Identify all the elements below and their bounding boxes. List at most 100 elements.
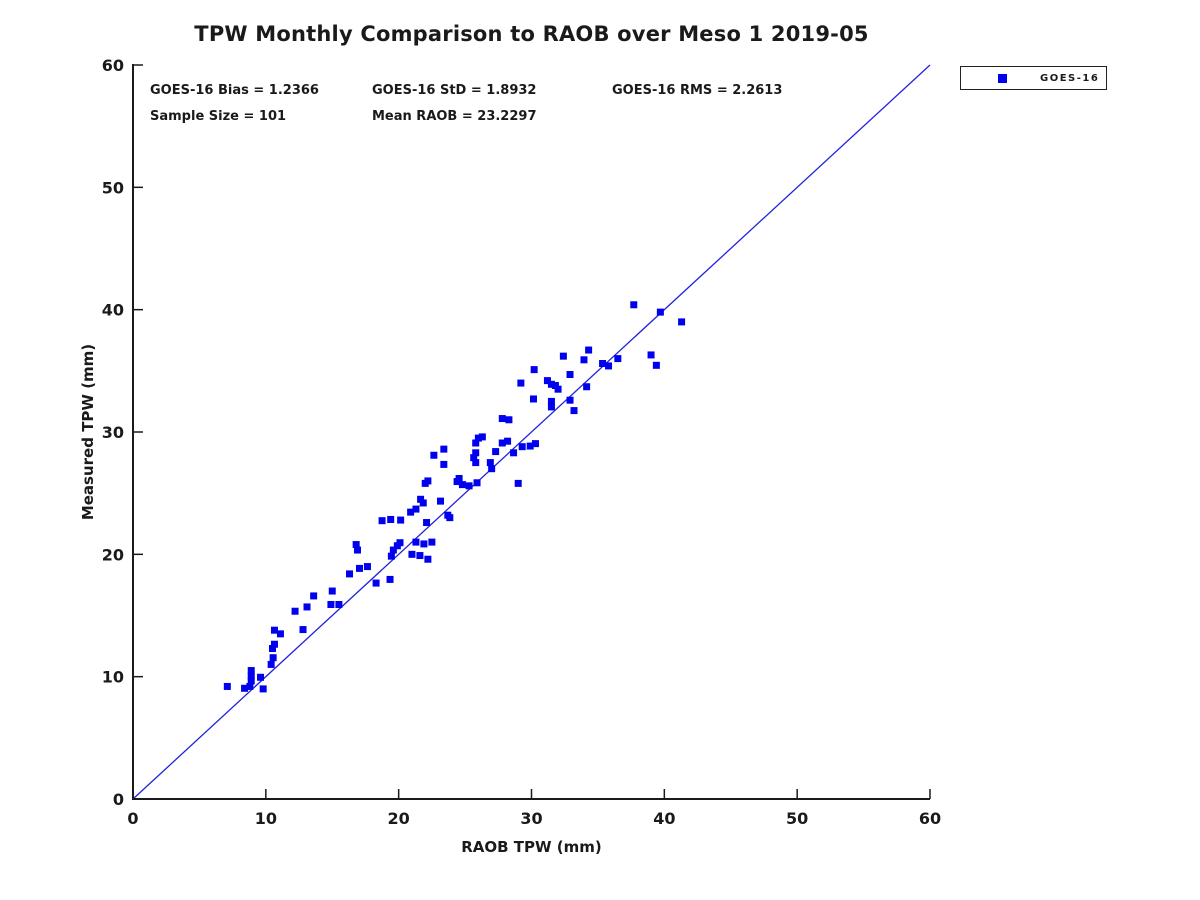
scatter-point xyxy=(529,395,537,403)
scatter-point xyxy=(291,607,299,615)
scatter-point xyxy=(517,379,525,387)
scatter-point xyxy=(335,600,343,608)
scatter-point xyxy=(505,416,513,424)
scatter-point xyxy=(472,459,480,467)
scatter-point xyxy=(566,396,574,404)
x-tick-label: 60 xyxy=(919,809,941,828)
scatter-point xyxy=(547,403,555,411)
scatter-point xyxy=(599,359,607,367)
scatter-point xyxy=(580,356,588,364)
scatter-point xyxy=(514,479,522,487)
scatter-point xyxy=(614,355,622,363)
scatter-point xyxy=(473,479,481,487)
x-tick-label: 10 xyxy=(255,809,277,828)
scatter-point xyxy=(407,508,415,516)
x-tick-label: 50 xyxy=(786,809,808,828)
scatter-point xyxy=(299,626,307,634)
scatter-point xyxy=(327,600,335,608)
scatter-point xyxy=(554,385,562,393)
scatter-point xyxy=(583,383,591,391)
scatter-point xyxy=(498,439,506,447)
scatter-point xyxy=(430,451,438,459)
scatter-point xyxy=(257,673,265,681)
scatter-point xyxy=(492,448,500,456)
scatter-point xyxy=(474,434,482,442)
scatter-point xyxy=(470,454,478,462)
scatter-point xyxy=(478,433,486,441)
identity-line xyxy=(132,64,931,800)
chart-title: TPW Monthly Comparison to RAOB over Meso… xyxy=(194,22,869,46)
scatter-point xyxy=(647,351,655,359)
y-axis-label: Measured TPW (mm) xyxy=(79,343,97,521)
scatter-point xyxy=(259,685,267,693)
scatter-point xyxy=(419,499,427,507)
scatter-point xyxy=(270,626,278,634)
stat-std: GOES-16 StD = 1.8932 xyxy=(372,83,537,98)
scatter-point xyxy=(408,550,416,558)
scatter-point xyxy=(412,538,420,546)
stat-bias: GOES-16 Bias = 1.2366 xyxy=(150,83,319,98)
scatter-point xyxy=(267,660,275,668)
scatter-point xyxy=(551,382,559,390)
scatter-point xyxy=(310,592,318,600)
scatter-point xyxy=(416,552,424,560)
scatter-point xyxy=(510,449,518,457)
stat-mean-raob: Mean RAOB = 23.2297 xyxy=(372,109,537,124)
scatter-point xyxy=(417,495,425,503)
y-tick-label: 10 xyxy=(102,668,124,687)
scatter-point xyxy=(303,603,311,611)
scatter-point xyxy=(363,563,371,571)
scatter-point xyxy=(446,514,454,522)
legend-label: GOES-16 xyxy=(1040,72,1100,84)
scatter-point xyxy=(652,361,660,369)
scatter-point xyxy=(547,397,555,405)
scatter-point xyxy=(270,640,278,648)
scatter-point xyxy=(498,415,506,423)
scatter-point xyxy=(276,630,284,638)
scatter-point xyxy=(412,505,420,513)
scatter-point xyxy=(241,684,249,692)
scatter-point xyxy=(387,552,395,560)
scatter-point xyxy=(389,546,397,554)
y-tick-label: 50 xyxy=(102,178,124,197)
scatter-point xyxy=(585,346,593,354)
scatter-point xyxy=(504,437,512,445)
y-tick-label: 30 xyxy=(102,423,124,442)
y-tick-label: 20 xyxy=(102,545,124,564)
scatter-point xyxy=(420,540,428,548)
legend: GOES-16 xyxy=(960,66,1107,90)
scatter-point xyxy=(678,318,686,326)
x-tick-label: 20 xyxy=(388,809,410,828)
legend-square-marker-icon xyxy=(998,73,1007,83)
scatter-point xyxy=(328,587,336,595)
scatter-point xyxy=(223,682,231,690)
scatter-point xyxy=(246,682,254,690)
scatter-point xyxy=(605,362,613,370)
scatter-point xyxy=(424,477,432,485)
scatter-point xyxy=(570,407,578,415)
scatter-point xyxy=(378,517,386,525)
x-tick-label: 40 xyxy=(653,809,675,828)
scatter-point xyxy=(630,301,638,309)
scatter-point xyxy=(656,308,664,316)
scatter-point xyxy=(247,667,255,675)
x-axis-label: RAOB TPW (mm) xyxy=(461,838,602,856)
scatter-point xyxy=(386,575,394,583)
y-tick-label: 0 xyxy=(113,790,124,809)
scatter-point xyxy=(458,481,466,489)
scatter-point xyxy=(437,497,445,505)
scatter-point xyxy=(559,352,567,360)
y-tick-label: 40 xyxy=(102,301,124,320)
scatter-point xyxy=(530,366,538,374)
stat-sample-size: Sample Size = 101 xyxy=(150,109,287,124)
scatter-point xyxy=(465,482,473,490)
scatter-point xyxy=(396,539,404,547)
stat-rms: GOES-16 RMS = 2.2613 xyxy=(612,83,783,98)
scatter-point xyxy=(372,579,380,587)
scatter-point xyxy=(566,371,574,379)
scatter-point xyxy=(518,443,526,451)
scatter-point xyxy=(247,672,255,680)
y-tick-label: 60 xyxy=(102,56,124,75)
